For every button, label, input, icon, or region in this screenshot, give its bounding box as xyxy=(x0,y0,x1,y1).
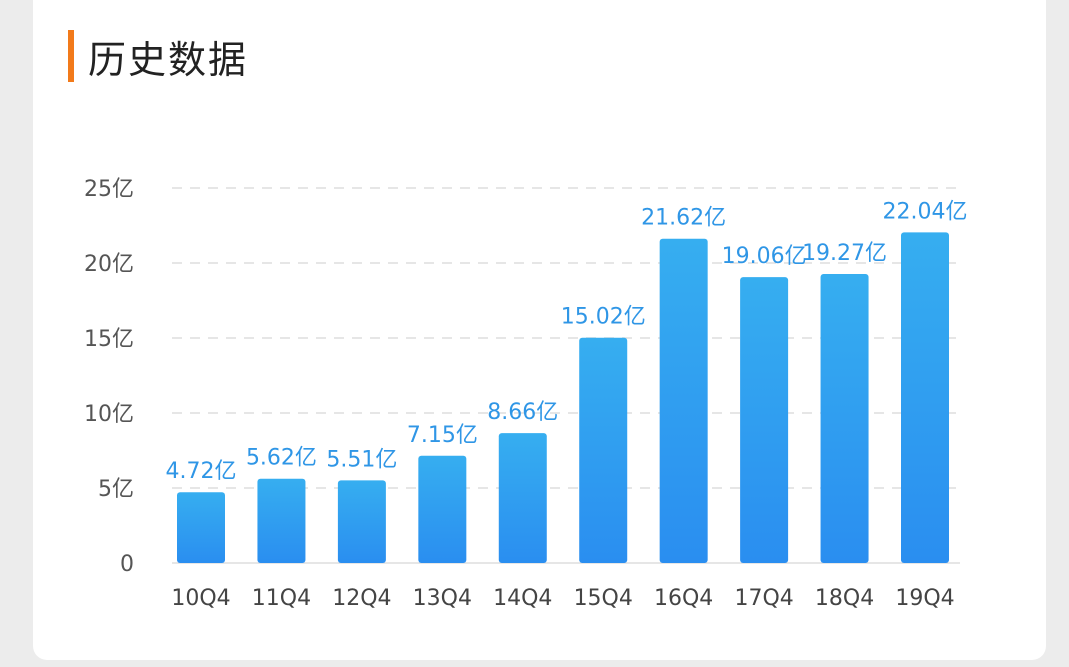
data-label: 22.04亿 xyxy=(883,199,968,224)
bar-18Q4 xyxy=(820,273,869,563)
data-label: 7.15亿 xyxy=(407,423,478,448)
bar-10Q4 xyxy=(177,492,225,563)
x-tick-label: 13Q4 xyxy=(413,586,472,611)
y-axis-ticks: 0 5亿 10亿 15亿 20亿 25亿 xyxy=(84,177,134,577)
data-label: 21.62亿 xyxy=(641,206,726,231)
data-labels: 4.72亿 5.62亿 5.51亿 7.15亿 8.66亿 15.02亿 21.62亿 19.… xyxy=(166,199,968,484)
x-tick-label: 15Q4 xyxy=(574,586,633,611)
bars xyxy=(177,232,949,563)
y-tick-label: 25亿 xyxy=(84,177,134,202)
bar-14Q4 xyxy=(498,433,547,563)
section-header: 历史数据 xyxy=(68,30,248,82)
x-tick-label: 16Q4 xyxy=(654,586,713,611)
data-label: 19.27亿 xyxy=(802,241,887,266)
y-tick-label: 15亿 xyxy=(84,327,134,352)
x-tick-label: 18Q4 xyxy=(815,586,874,611)
x-tick-label: 10Q4 xyxy=(171,586,230,611)
bar-11Q4 xyxy=(257,478,306,563)
x-tick-label: 11Q4 xyxy=(252,586,311,611)
bar-16Q4 xyxy=(659,238,708,563)
page-title: 历史数据 xyxy=(88,37,249,82)
bar-15Q4 xyxy=(579,337,628,563)
title-accent-bar xyxy=(68,30,74,82)
y-tick-label: 5亿 xyxy=(98,477,134,502)
y-tick-label: 10亿 xyxy=(84,402,134,427)
y-tick-label: 20亿 xyxy=(84,252,134,277)
data-label: 8.66亿 xyxy=(487,400,558,425)
data-label: 5.62亿 xyxy=(246,446,317,471)
data-label: 15.02亿 xyxy=(561,305,646,330)
bar-17Q4 xyxy=(740,277,789,563)
x-tick-label: 14Q4 xyxy=(493,586,552,611)
data-label: 19.06亿 xyxy=(722,244,807,269)
y-tick-label: 0 xyxy=(120,552,134,577)
x-axis-ticks: 10Q4 11Q4 12Q4 13Q4 14Q4 15Q4 16Q4 17Q4 18Q4 19Q4 xyxy=(171,586,954,611)
data-label: 4.72亿 xyxy=(166,459,237,484)
bar-19Q4 xyxy=(901,232,949,563)
x-tick-label: 12Q4 xyxy=(332,586,391,611)
x-tick-label: 17Q4 xyxy=(734,586,793,611)
bar-12Q4 xyxy=(337,480,386,563)
x-tick-label: 19Q4 xyxy=(895,586,954,611)
bar-13Q4 xyxy=(418,455,467,563)
data-label: 5.51亿 xyxy=(326,447,397,472)
